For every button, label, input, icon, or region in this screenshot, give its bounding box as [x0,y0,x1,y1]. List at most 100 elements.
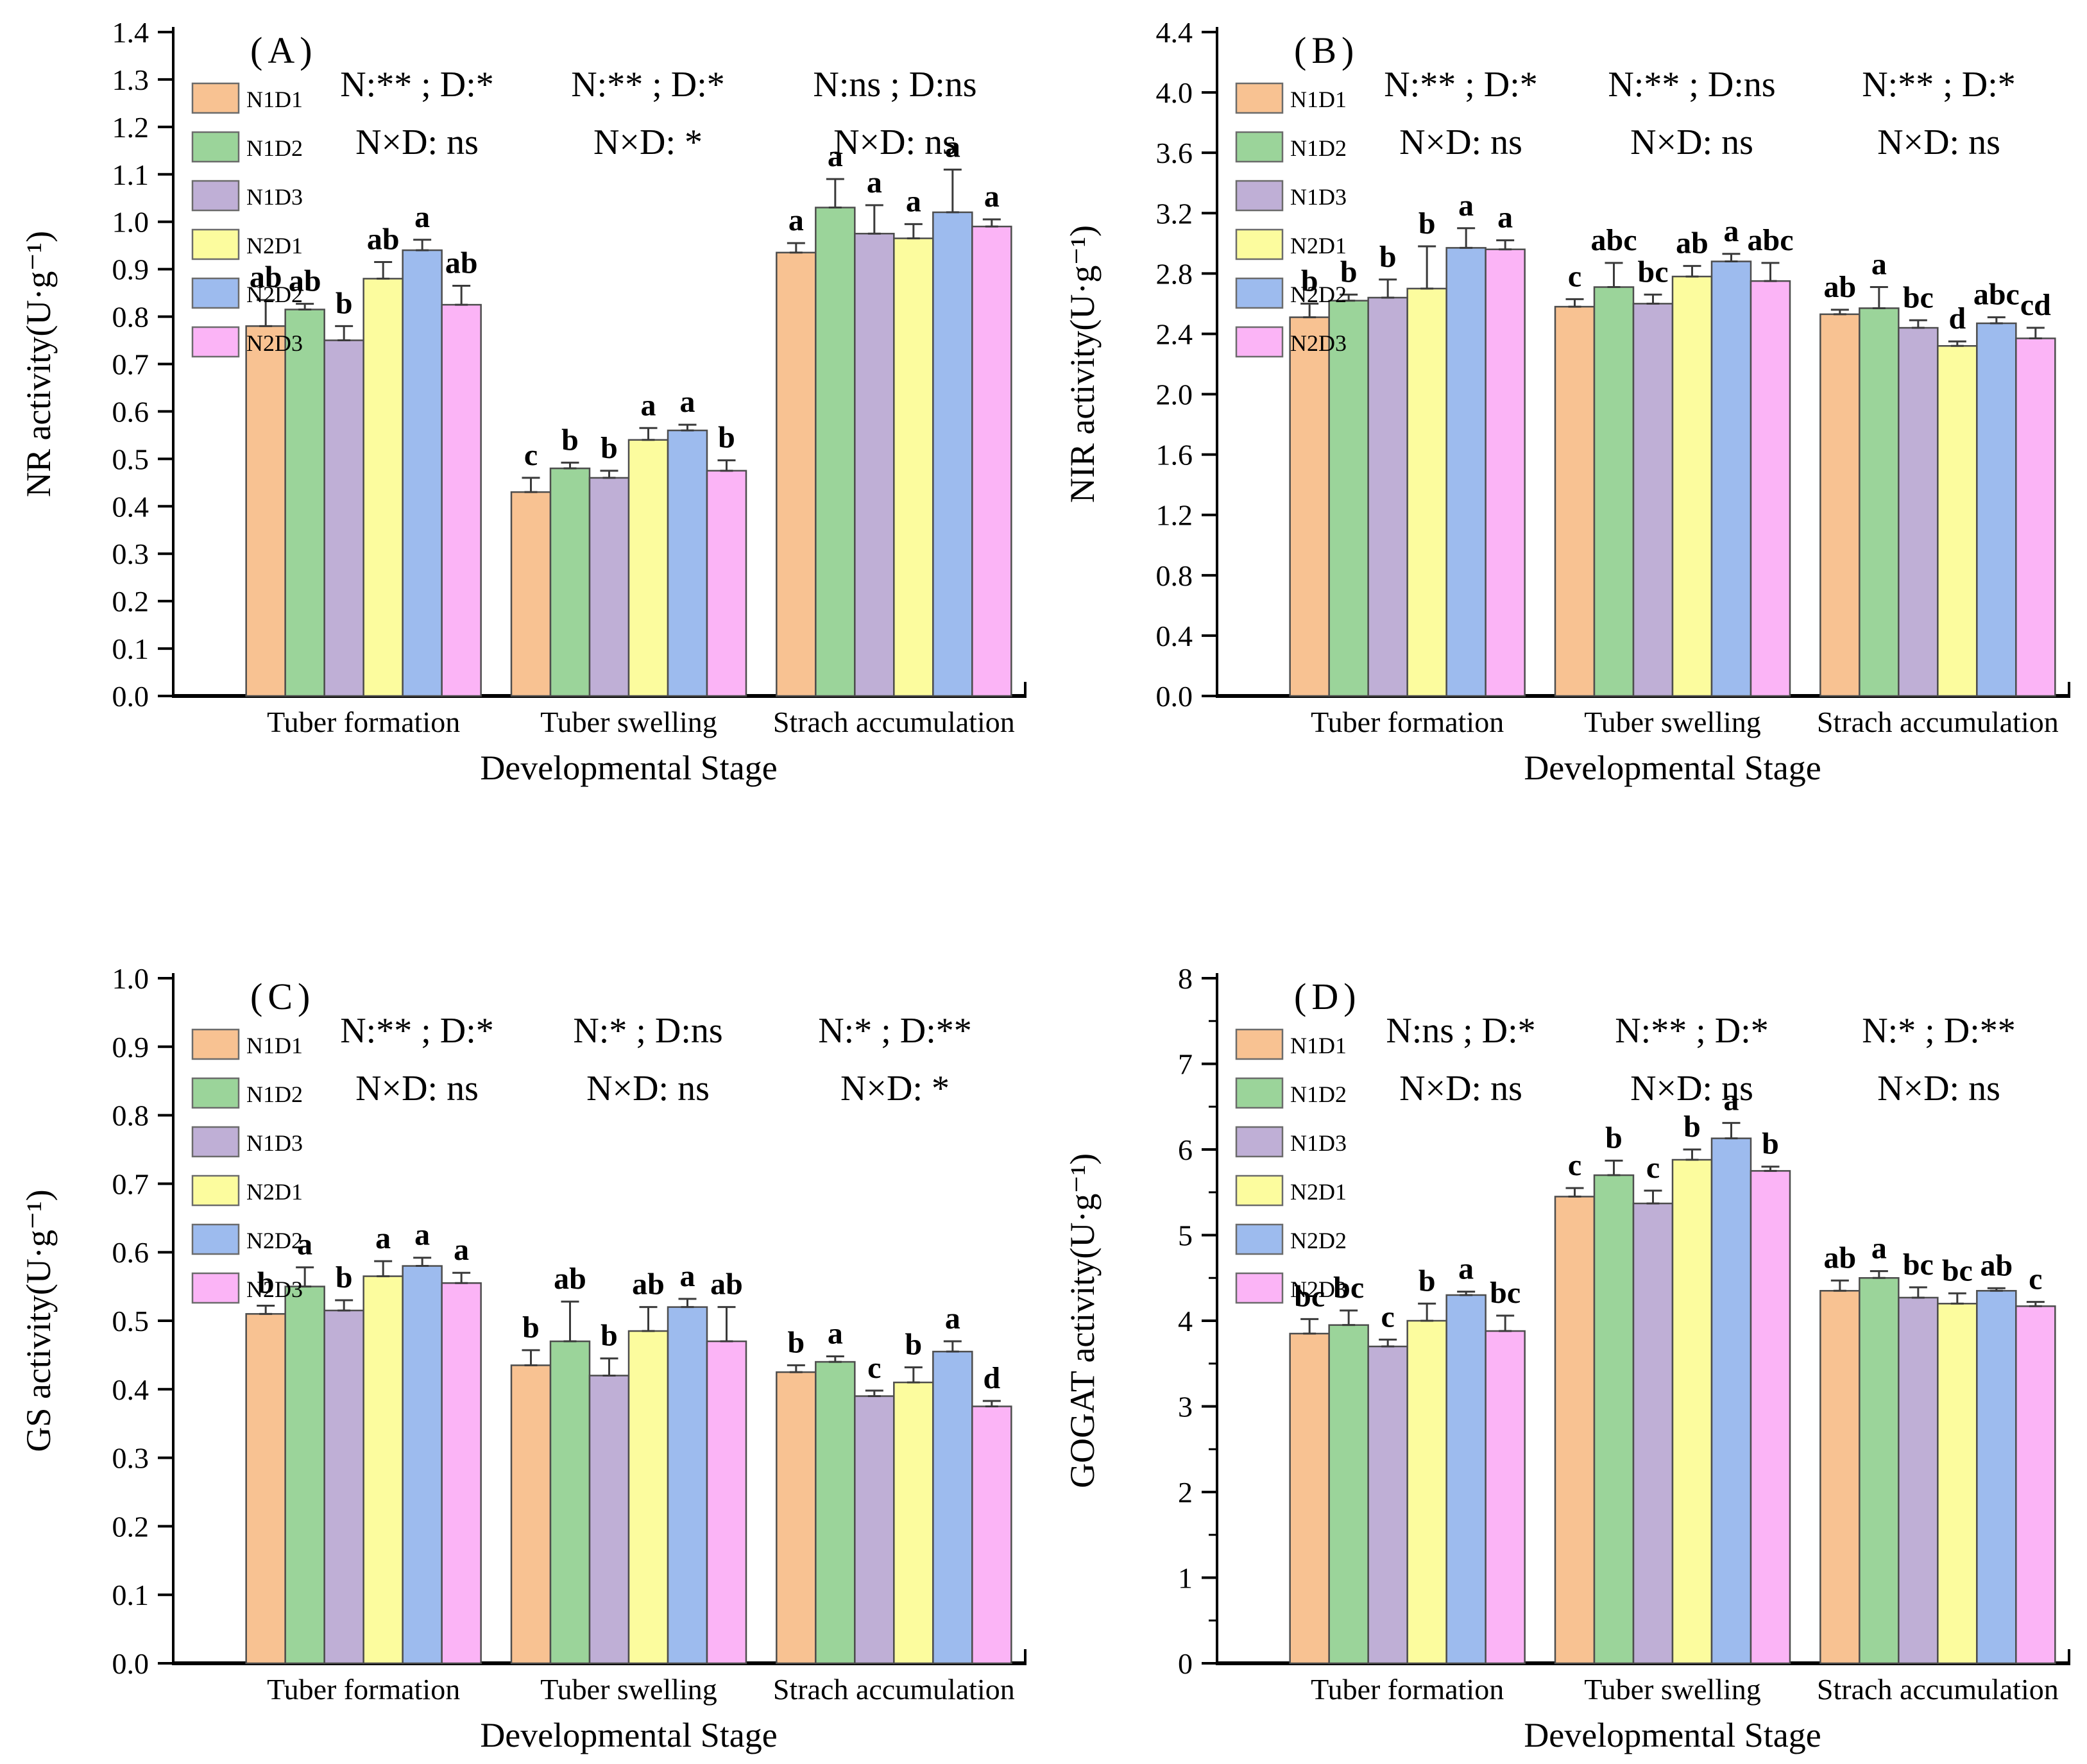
annotation-line1: N:* ; D:ns [573,1011,722,1051]
sig-letter: a [906,184,921,218]
annotation-line2: N×D: * [840,1069,950,1108]
sig-letter: b [718,421,735,455]
sig-letter: b [1340,255,1358,289]
sig-letter: b [601,431,618,465]
y-tick-label: 0.7 [112,348,149,381]
panel-A: 0.0 0.1 0.2 0.3 0.4 0.5 0.6 0.7 0.8 0.9 1.0 1.1 1.2 1… [0,0,1043,882]
y-tick-label: 2.4 [1156,318,1193,350]
legend-label-N2D3: N2D3 [1290,330,1347,356]
bar-N1D1-g2 [1554,1196,1596,1665]
legend-label-N2D2: N2D2 [1290,282,1347,307]
bar-N1D3-g3 [1898,327,1939,697]
legend-label-N2D2: N2D2 [246,1228,303,1253]
bar-N2D2-g3 [932,211,973,697]
bar-N1D3-g1 [1367,296,1408,697]
sig-letter: a [414,1218,430,1252]
bar-N1D3-g2 [588,477,630,697]
bar-N2D2-g2 [667,429,708,697]
sig-letter: a [867,165,882,199]
sig-letter: bc [1333,1271,1364,1305]
bar-N2D2-g2 [667,1306,708,1665]
y-tick-label: 1 [1178,1562,1193,1595]
sig-letter: bc [1294,1279,1325,1313]
bar-N2D3-g3 [971,1405,1012,1665]
panel-D: 0 1 2 3 4 5 6 7 8 bc bc c b a bc Tuber formation c b c b a b T… [1044,882,2087,1764]
panel-label: (C) [250,976,315,1017]
sig-letter: ab [1823,270,1856,304]
legend-swatch-N2D1 [1235,228,1284,260]
y-tick-label: 2.0 [1156,378,1193,411]
legend-swatch-N2D3 [191,1272,240,1304]
x-axis-title: Developmental Stage [1524,749,1821,787]
annotation-line2: N×D: ns [1630,123,1753,162]
y-tick-label: 0.2 [112,1510,149,1543]
y-axis-title: GOGAT activity(U·g⁻¹) [1063,1153,1102,1488]
sig-letter: b [522,1310,540,1344]
bar-N2D1-g2 [627,1330,669,1665]
sig-letter: a [1871,1232,1887,1266]
bar-N1D2-g2 [1593,286,1635,697]
y-tick-label: 0.4 [112,1373,149,1406]
sig-letter: abc [1591,223,1637,257]
y-tick-label: 0.8 [1156,559,1193,592]
legend-swatch-N1D2 [1235,1077,1284,1109]
y-axis-title: NIR activity(U·g⁻¹) [1063,225,1102,503]
legend-label-N1D1: N1D1 [1290,1033,1347,1058]
annotation-line1: N:** ; D:* [1862,65,2016,105]
y-tick-label: 1.0 [112,206,149,239]
y-tick-label: 1.3 [112,64,149,96]
bar-N2D1-g1 [1406,287,1447,697]
legend-swatch-N2D1 [191,1175,240,1207]
annotation-line1: N:** ; D:* [340,1011,494,1051]
bar-N1D3-g3 [1898,1296,1939,1665]
annotation-line1: N:** ; D:* [1384,65,1538,105]
bar-N2D1-g3 [893,1381,934,1665]
bar-N2D2-g1 [402,1265,443,1665]
x-axis-title: Developmental Stage [480,749,777,787]
bar-N1D2-g3 [815,1361,856,1665]
bar-N1D2-g1 [284,1285,325,1665]
annotation-line2: N×D: ns [1877,123,2000,162]
bar-N2D2-g1 [1445,1294,1486,1665]
legend-label-N2D1: N2D1 [246,233,303,259]
sig-letter: d [983,1361,1000,1395]
y-tick-label: 0.0 [112,680,149,713]
sig-letter: a [945,130,960,164]
x-axis-title: Developmental Stage [1524,1716,1821,1754]
sig-letter: c [524,438,538,472]
legend-label-N1D3: N1D3 [246,184,303,210]
bar-N2D1-g3 [1937,1303,1978,1665]
bar-N2D1-g2 [1671,1158,1713,1665]
bar-N2D3-g1 [441,303,482,697]
bar-N2D1-g2 [1671,275,1713,697]
y-tick-label: 3.2 [1156,197,1193,230]
y-tick-label: 7 [1178,1048,1193,1081]
sig-letter: b [1762,1127,1779,1161]
legend-swatch-N1D3 [191,180,240,212]
bar-N1D3-g1 [1367,1345,1408,1665]
sig-letter: b [601,1319,618,1353]
legend-label-N1D3: N1D3 [1290,184,1347,210]
sig-letter: bc [1942,1253,1973,1287]
panel-label: (D) [1294,976,1361,1017]
sig-letter: c [867,1351,881,1385]
annotation-line2: N×D: ns [1399,1069,1522,1108]
y-tick-label: 0.4 [1156,620,1193,652]
bar-N1D2-g3 [1859,307,1900,697]
legend-swatch-N1D3 [1235,180,1284,212]
bar-N2D1-g1 [362,1275,404,1665]
bar-N2D3-g1 [1485,248,1526,697]
legend-swatch-N1D2 [191,131,240,163]
legend-label-N1D2: N1D2 [246,135,303,161]
panel-C: 0.0 0.1 0.2 0.3 0.4 0.5 0.6 0.7 0.8 0.9 1.0 b a b a a a T… [0,882,1043,1764]
bar-N1D1-g3 [776,1371,817,1665]
bar-N1D1-g2 [1554,305,1596,697]
legend-swatch-N1D1 [191,82,240,114]
y-tick-label: 1.6 [1156,439,1193,471]
annotation-line1: N:** ; D:* [1615,1011,1769,1051]
annotation-line2: N×D: ns [355,123,479,162]
sig-letter: a [828,1317,843,1351]
y-tick-label: 0.8 [112,301,149,334]
bar-N2D2-g1 [402,249,443,697]
bar-N2D2-g2 [1710,260,1752,697]
